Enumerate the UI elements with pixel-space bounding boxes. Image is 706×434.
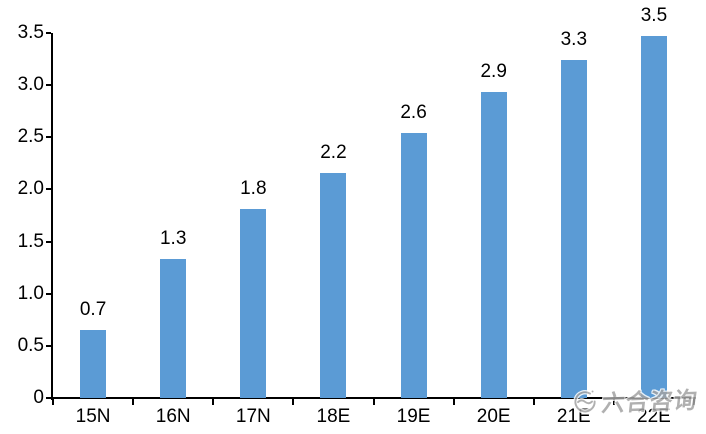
x-tick-label: 18E — [316, 406, 351, 427]
x-tick-label: 16N — [155, 406, 191, 427]
y-tick — [46, 32, 51, 34]
y-tick-label: 1.0 — [17, 282, 44, 304]
y-tick — [46, 240, 51, 243]
bar — [160, 259, 187, 398]
bar-value-label: 0.7 — [79, 299, 107, 321]
bar-value-label: 3.3 — [560, 29, 588, 51]
bar-value-label: 2.9 — [480, 61, 507, 83]
x-tick — [132, 399, 135, 405]
x-tick-label: 21E — [556, 406, 591, 427]
x-tick — [693, 399, 695, 405]
x-tick-label: 17N — [235, 406, 271, 427]
bar — [400, 133, 427, 398]
bar — [240, 209, 267, 398]
y-tick — [46, 292, 51, 295]
y-tick — [46, 344, 51, 347]
bar — [480, 92, 507, 398]
bar — [640, 36, 667, 398]
y-tick-label: 0.5 — [17, 334, 44, 356]
y-tick — [46, 397, 51, 399]
x-tick — [372, 399, 375, 405]
y-tick-label: 3.5 — [17, 22, 44, 43]
x-tick-label: 22E — [637, 406, 671, 427]
bar — [80, 330, 107, 398]
y-axis-line — [51, 33, 53, 400]
bar-value-label: 2.2 — [320, 141, 347, 163]
x-tick — [452, 399, 455, 405]
x-tick — [612, 399, 615, 405]
y-tick-label: 2.5 — [17, 126, 44, 148]
x-tick — [292, 399, 295, 405]
x-tick-label: 15N — [75, 406, 111, 427]
y-tick — [46, 188, 51, 191]
x-tick — [532, 399, 535, 405]
y-tick-label: 2.0 — [17, 178, 44, 200]
bar — [560, 60, 587, 398]
x-tick-label: 19E — [396, 406, 431, 427]
x-axis-line — [51, 397, 696, 399]
bar-value-label: 1.8 — [240, 178, 267, 200]
x-tick-label: 20E — [476, 406, 511, 427]
y-tick-label: 0 — [33, 387, 44, 408]
bar-value-label: 1.3 — [159, 228, 187, 250]
y-tick-label: 3.0 — [17, 74, 44, 96]
bar-value-label: 3.5 — [640, 5, 668, 27]
x-tick — [212, 399, 215, 405]
x-tick — [52, 399, 54, 405]
y-tick-label: 1.5 — [17, 230, 44, 252]
bar — [320, 172, 347, 398]
y-tick — [46, 136, 51, 139]
bar-value-label: 2.6 — [400, 102, 427, 124]
y-tick — [46, 84, 51, 87]
